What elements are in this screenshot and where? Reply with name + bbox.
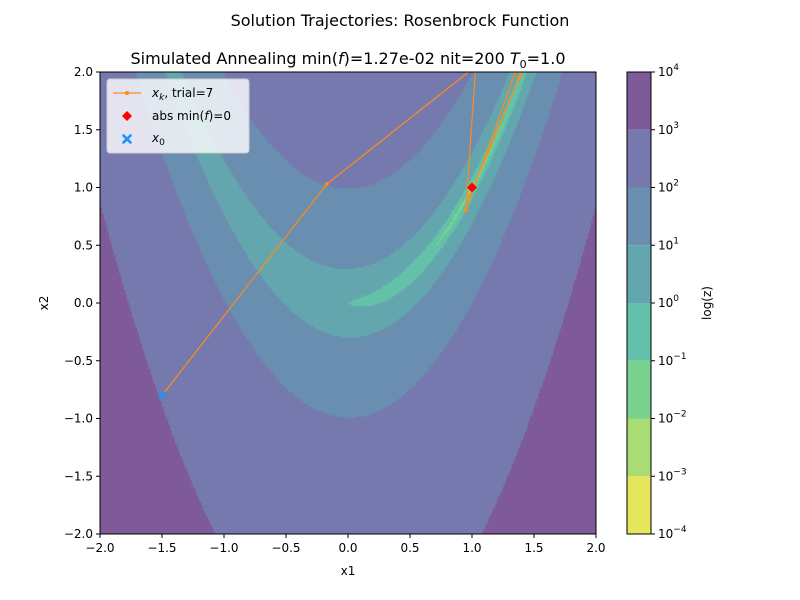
colorbar-tick-label: 10−2 xyxy=(658,410,687,426)
y-axis-label: x2 xyxy=(37,296,51,311)
y-tick-label: 0.5 xyxy=(74,238,93,252)
colorbar-tick-label: 102 xyxy=(658,179,679,195)
x-tick-label: −1.0 xyxy=(209,541,238,555)
legend-x0-label: x0 xyxy=(151,131,165,148)
trajectory-line xyxy=(161,72,523,396)
x-tick-label: 0.5 xyxy=(400,541,419,555)
contour-bands xyxy=(100,72,596,534)
x-tick-label: −1.5 xyxy=(147,541,176,555)
colorbar: 10−4 10−3 10−2 10−1 100 101 102 103 104 log(z) xyxy=(626,63,714,541)
colorbar-tick-label: 103 xyxy=(658,121,679,137)
colorbar-band-7 xyxy=(627,72,651,130)
y-tick-label: 1.5 xyxy=(74,123,93,137)
colorbar-label: log(z) xyxy=(700,286,714,320)
contour-band-6 xyxy=(100,72,596,534)
colorbar-ticks: 10−4 10−3 10−2 10−1 100 101 102 103 104 xyxy=(651,63,687,541)
colorbar-tick-label: 10−3 xyxy=(658,467,687,483)
contour-plot xyxy=(100,72,596,534)
y-tick-label: −2.0 xyxy=(64,527,93,541)
colorbar-band-4 xyxy=(627,245,651,303)
y-tick-label: 0.0 xyxy=(74,296,93,310)
colorbar-tick-label: 10−4 xyxy=(658,525,687,541)
x-tick-label: 2.0 xyxy=(586,541,605,555)
trajectory-point-1 xyxy=(324,182,329,187)
x-axis-label: x1 xyxy=(341,564,356,578)
trajectory-point-7 xyxy=(517,75,522,80)
y-tick-label: 2.0 xyxy=(74,65,93,79)
markers xyxy=(158,182,477,399)
x-axis-ticks: −2.0 −1.5 −1.0 −0.5 0.0 0.5 1.0 1.5 2.0 xyxy=(85,534,606,555)
legend-trajectory-label: xk, trial=7 xyxy=(151,86,213,103)
x-tick-label: 1.5 xyxy=(524,541,543,555)
contour-band-7 xyxy=(100,207,596,534)
x-tick-label: 1.0 xyxy=(462,541,481,555)
colorbar-bands xyxy=(627,72,651,534)
legend-absmin-label: abs min(f)=0 xyxy=(152,109,231,123)
colorbar-band-6 xyxy=(627,129,651,188)
colorbar-tick-label: 101 xyxy=(658,236,679,252)
legend-x0-marker xyxy=(122,134,132,144)
colorbar-band-2 xyxy=(627,360,651,419)
colorbar-tick-label: 100 xyxy=(658,294,679,310)
legend-absmin-marker xyxy=(122,111,132,121)
colorbar-band-0 xyxy=(627,476,651,534)
colorbar-tick-label: 104 xyxy=(658,63,679,79)
x-tick-label: −0.5 xyxy=(271,541,300,555)
trajectory-point-6 xyxy=(467,194,472,199)
chart-suptitle: Solution Trajectories: Rosenbrock Functi… xyxy=(231,11,570,30)
colorbar-band-3 xyxy=(627,303,651,361)
legend: xk, trial=7 abs min(f)=0 x0 xyxy=(106,78,250,154)
x0-marker xyxy=(158,391,166,399)
y-tick-label: −1.0 xyxy=(64,412,93,426)
trajectory-point-3 xyxy=(463,208,468,213)
colorbar-band-5 xyxy=(627,187,651,246)
x-tick-label: −2.0 xyxy=(85,541,114,555)
y-tick-label: 1.0 xyxy=(74,181,93,195)
chart-title: Simulated Annealing min(f)=1.27e-02 nit=… xyxy=(130,49,565,71)
legend-trajectory-marker xyxy=(125,91,129,95)
x-tick-label: 0.0 xyxy=(338,541,357,555)
colorbar-band-1 xyxy=(627,418,651,477)
y-axis-ticks: −2.0 −1.5 −1.0 −0.5 0.0 0.5 1.0 1.5 2.0 xyxy=(64,65,100,541)
y-tick-label: −1.5 xyxy=(64,469,93,483)
abs-min-marker xyxy=(467,182,477,193)
y-tick-label: −0.5 xyxy=(64,354,93,368)
colorbar-tick-label: 10−1 xyxy=(658,352,687,368)
legend-box xyxy=(106,78,250,154)
contour-band-5 xyxy=(134,72,564,420)
